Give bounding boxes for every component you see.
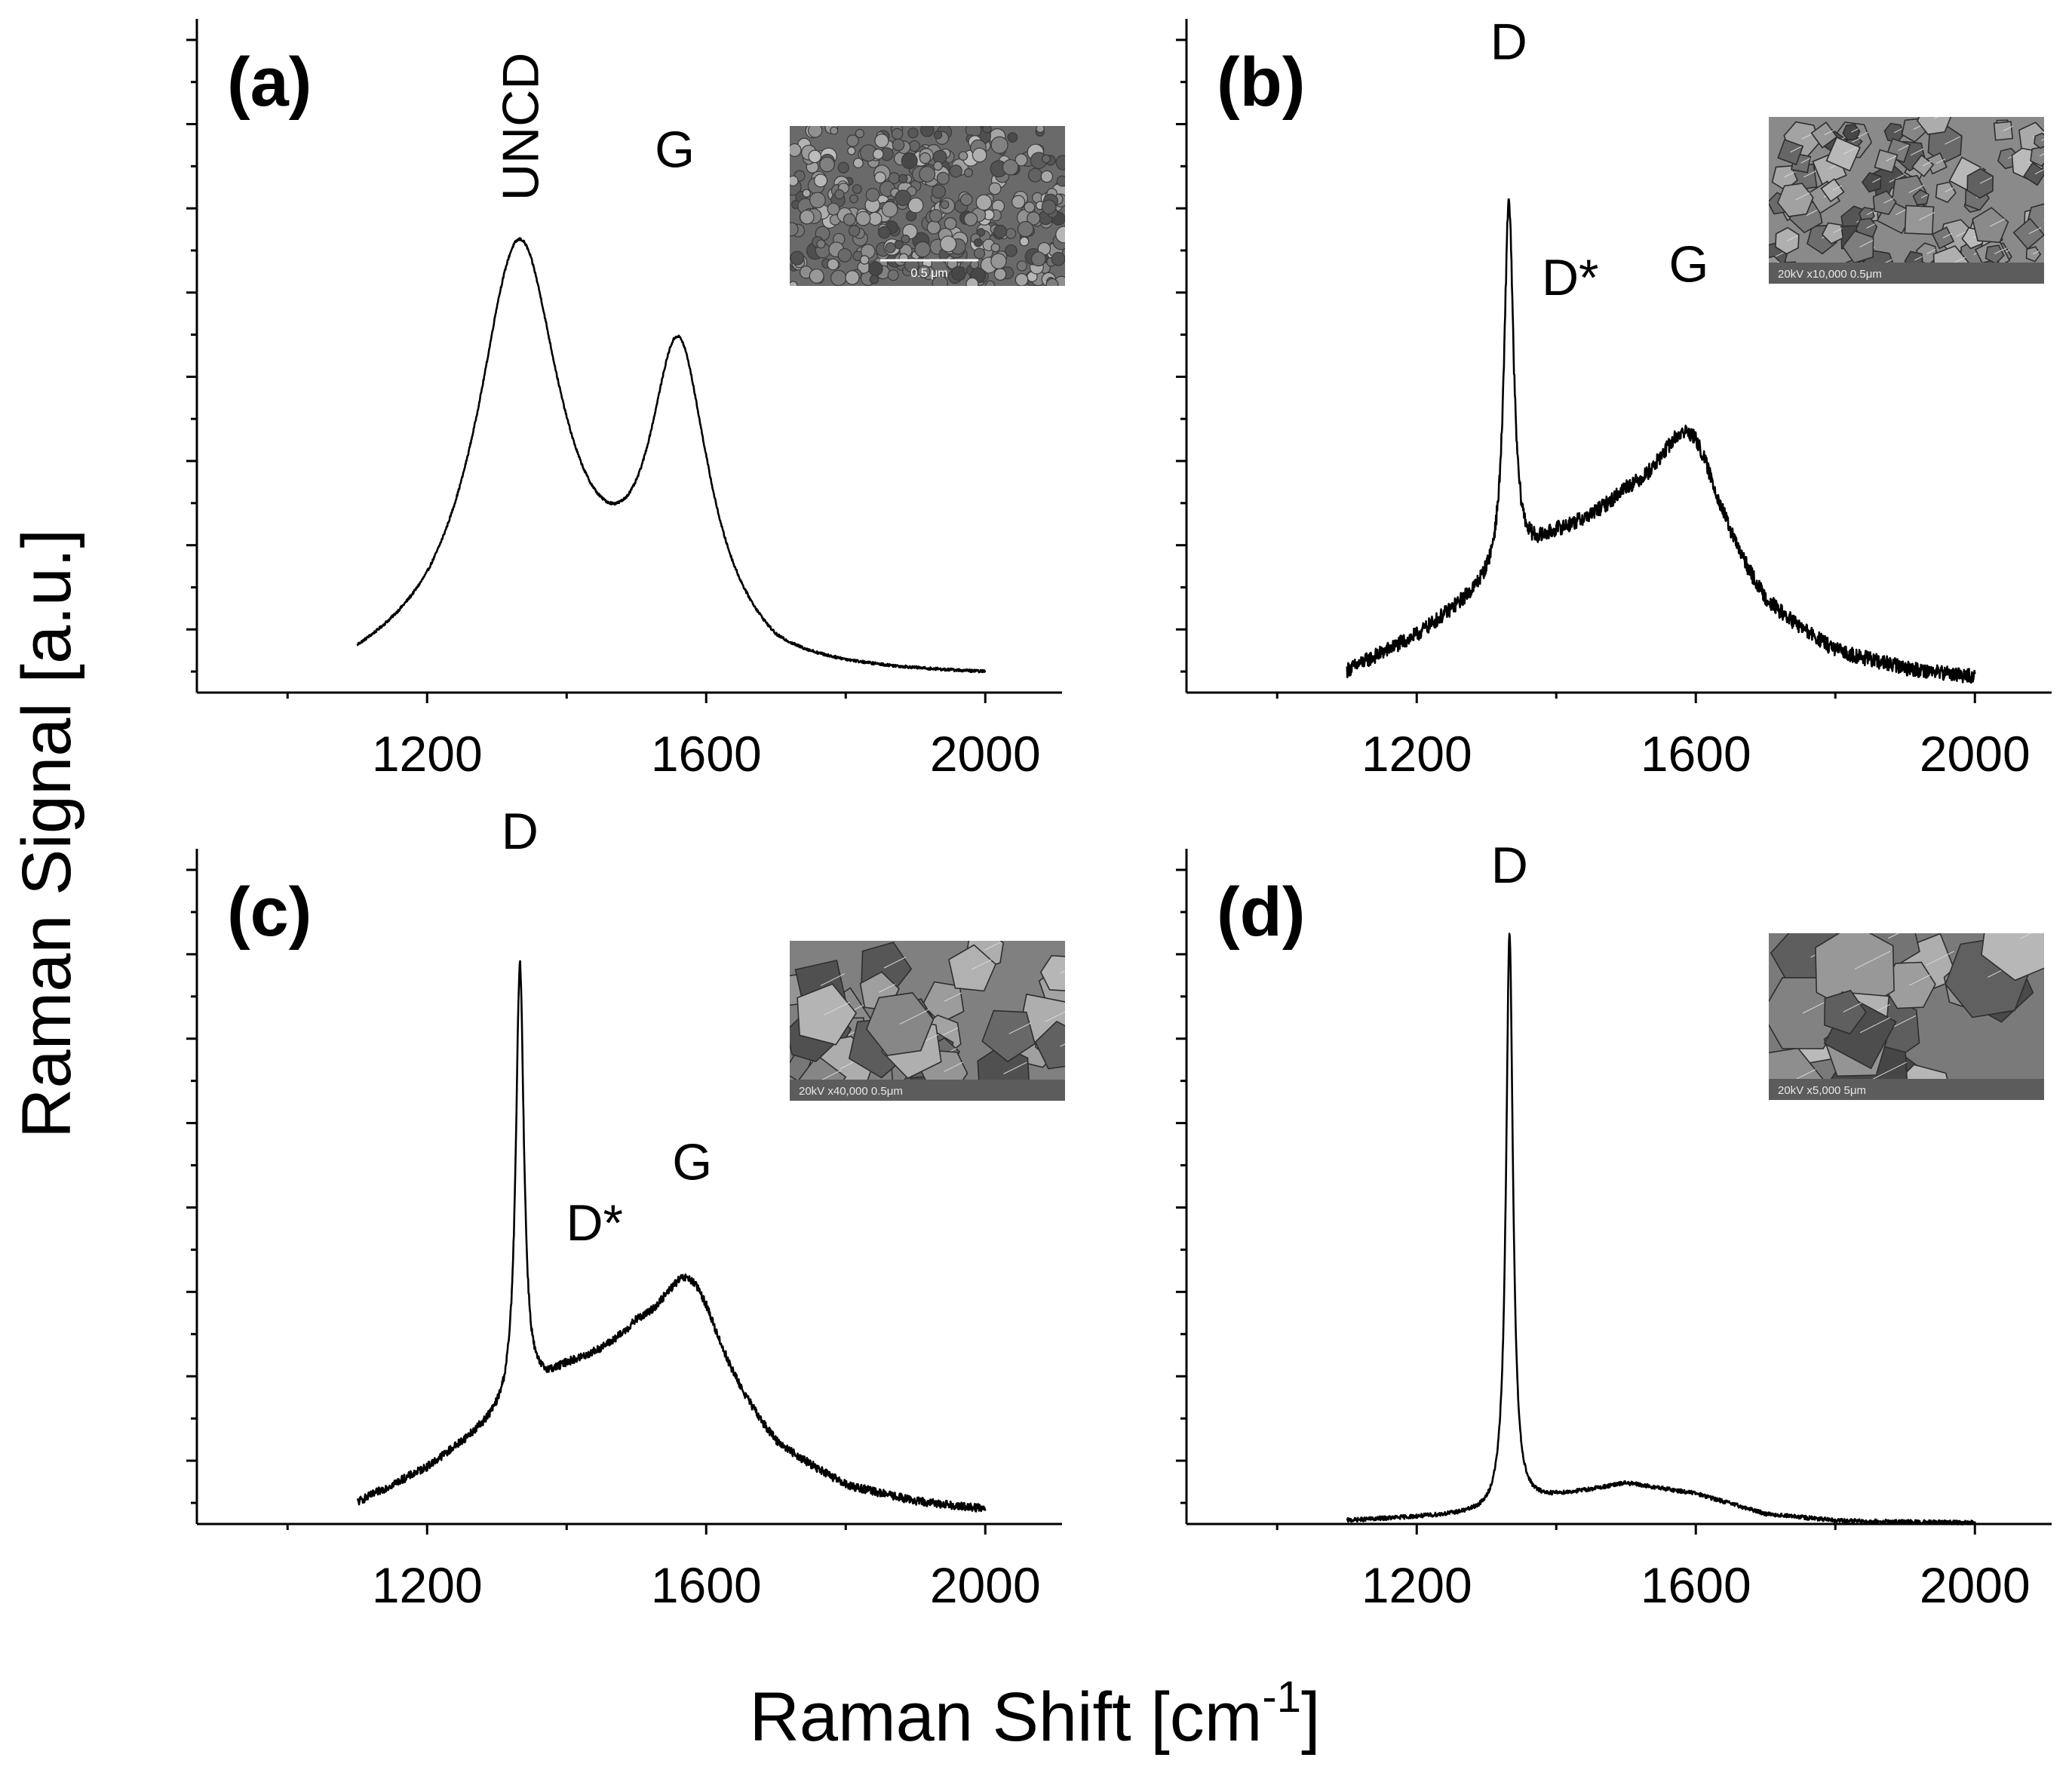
x-tick-label: 2000 — [1920, 726, 2031, 782]
x-axis-title-main: Raman Shift [cm — [749, 1679, 1262, 1756]
spectrum-line — [1346, 198, 1976, 684]
x-tick-label: 1600 — [651, 726, 762, 782]
x-tick-label: 1600 — [1641, 726, 1751, 782]
peak-label: UNCD — [492, 53, 549, 201]
peak-label: D* — [566, 1194, 623, 1252]
x-axis-title-superscript: -1 — [1262, 1673, 1301, 1722]
sem-caption-strip — [1769, 1079, 2044, 1100]
x-tick-label: 1200 — [372, 726, 483, 782]
spectrum-line — [356, 237, 987, 674]
x-tick-label: 1200 — [1361, 726, 1472, 782]
x-tick-label: 2000 — [930, 726, 1041, 782]
sem-inset-image: 20kV x10,000 0.5μm — [1769, 117, 2044, 284]
x-tick-label: 1200 — [1361, 1557, 1472, 1613]
panel-label: (d) — [1217, 874, 1305, 951]
sem-caption-strip — [790, 1080, 1065, 1101]
spectrum-line — [1346, 933, 1976, 1526]
peak-label: G — [655, 121, 695, 178]
peak-label: D* — [1542, 249, 1599, 306]
sem-caption-strip — [1769, 263, 2044, 284]
peak-label: D — [502, 803, 539, 860]
y-axis-title: Raman Signal [a.u.] — [8, 529, 85, 1138]
sem-caption: 20kV x5,000 5μm — [1778, 1084, 1866, 1097]
sem-inset-image: 20kV x5,000 5μm — [1769, 933, 2044, 1100]
sem-caption: 20kV x10,000 0.5μm — [1778, 268, 1882, 281]
x-tick-label: 1200 — [372, 1557, 483, 1613]
x-axis-title: Raman Shift [cm-1] — [749, 1673, 1320, 1756]
peak-label: G — [672, 1134, 712, 1191]
x-axis-title-close: ] — [1301, 1679, 1321, 1756]
panel-d: 1200 1600 2000 (d) D 20kV x5,000 5μm — [1176, 837, 2052, 1613]
x-tick-label: 2000 — [930, 1557, 1041, 1613]
panel-b: 1200 1600 2000 (b) D D* G 20kV x10,000 0.5μm — [1176, 14, 2052, 782]
panel-a: 1200 1600 2000 (a) UNCD G 0.5 μm — [186, 19, 1065, 782]
sem-caption: 0.5 μm — [910, 267, 947, 280]
sem-caption: 20kV x40,000 0.5μm — [799, 1085, 903, 1098]
sem-inset-image: 20kV x40,000 0.5μm — [790, 941, 1065, 1101]
peak-label: G — [1669, 235, 1709, 293]
peak-label: D — [1491, 837, 1528, 894]
sem-inset-image: 0.5 μm — [790, 126, 1065, 286]
x-tick-label: 2000 — [1920, 1557, 2031, 1613]
x-tick-label: 1600 — [651, 1557, 762, 1613]
panel-label: (b) — [1217, 44, 1305, 121]
panel-c: 1200 1600 2000 (c) D D* G 20kV x40,000 0.5μm — [186, 803, 1065, 1613]
panel-label: (c) — [227, 874, 312, 951]
x-tick-label: 1600 — [1641, 1557, 1751, 1613]
panel-label: (a) — [227, 44, 312, 121]
peak-label: D — [1490, 14, 1527, 71]
spectrum-line — [356, 960, 987, 1513]
